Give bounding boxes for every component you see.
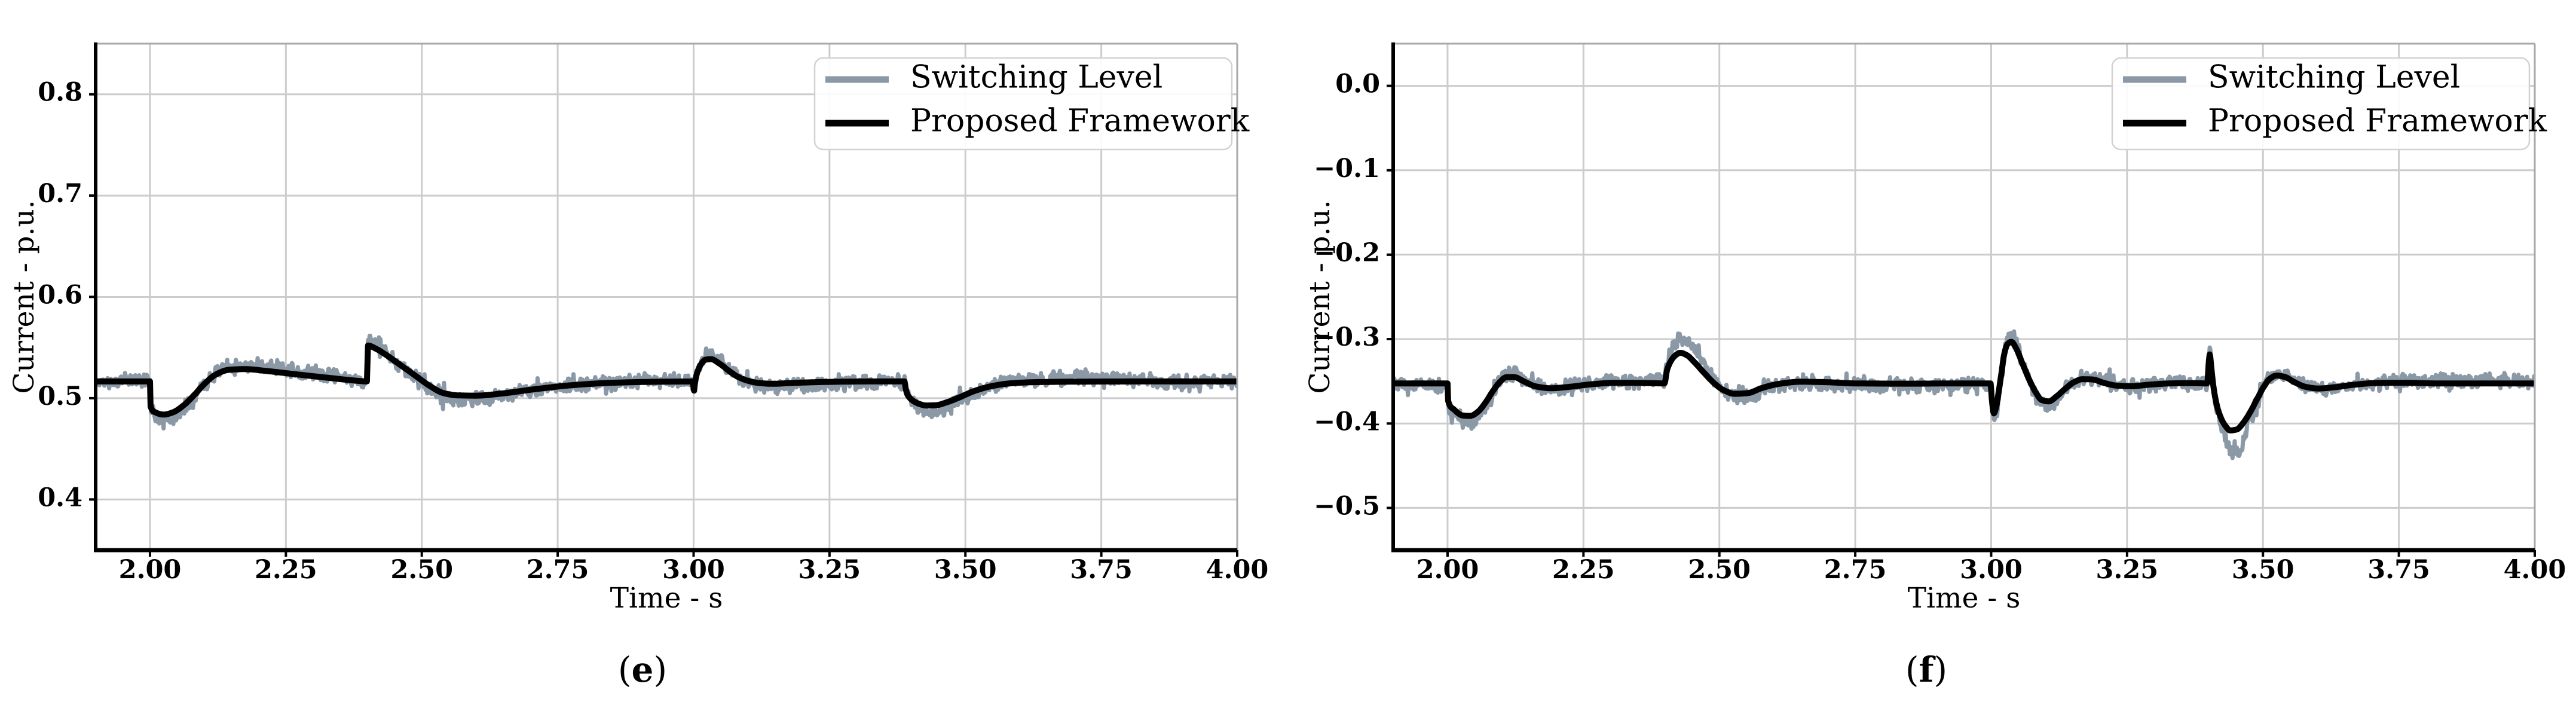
chart-panel-f: 2.00 2.25 2.50 2.75 3.00 3.25 3.50 3.75 4.00 0.0 −… [1304,42,2566,615]
panel-caption-e: (e) [618,649,667,690]
x-tick-label: 3.50 [2232,555,2294,585]
y-tick-label: 0.8 [38,78,82,108]
x-tick-label: 3.00 [662,555,725,585]
y-tick-label: −0.5 [1314,491,1380,521]
chart-panel-e: 2.00 2.25 2.50 2.75 3.00 3.25 3.50 3.75 4.00 0.4 0… [8,42,1268,615]
x-tick-label: 3.75 [2367,555,2430,585]
caption-letter: e [631,649,654,690]
legend-label: Proposed Framework [910,103,1250,139]
legend: Switching Level Proposed Framework [813,57,1250,151]
x-tick-label: 3.25 [798,555,861,585]
legend-box [2111,57,2531,151]
x-tick-label: 2.50 [390,555,453,585]
caption-prefix: ( [617,649,632,690]
x-tick-label: 3.50 [934,555,997,585]
y-tick-label: 0.4 [38,483,82,512]
legend-label: Switching Level [2208,60,2460,96]
series-proposed-framework-line [1393,338,2535,434]
y-tick-label: 0.7 [38,179,82,209]
x-axis-label: Time - s [610,582,723,615]
legend: Switching Level Proposed Framework [2111,57,2547,151]
y-tick-label: −0.3 [1314,322,1380,352]
y-tick-label: −0.2 [1314,238,1380,268]
legend-label: Switching Level [910,60,1162,96]
series-switching-level-line [1393,329,2535,460]
x-tick-label: 2.75 [1824,555,1887,585]
x-tick-label: 2.00 [1417,555,1479,585]
x-tick-label: 2.50 [1688,555,1751,585]
panel-caption-f: (f) [1905,649,1947,690]
y-tick-label: 0.6 [38,280,82,310]
y-tick-label: 0.5 [38,382,82,411]
y-axis-label: Current - p.u. [1304,200,1336,393]
caption-letter: f [1919,649,1934,690]
legend-label: Proposed Framework [2208,103,2547,139]
x-tick-label: 3.75 [1070,555,1133,585]
caption-suffix: ) [1933,649,1948,690]
x-tick-label: 2.75 [527,555,589,585]
x-tick-label: 3.25 [2095,555,2158,585]
x-axis-label: Time - s [1908,582,2021,615]
x-tick-label: 2.00 [119,555,182,585]
y-tick-label: 0.0 [1335,69,1380,99]
x-tick-label: 2.25 [255,555,317,585]
x-tick-label: 2.25 [1552,555,1615,585]
y-axis-label: Current - p.u. [8,200,41,393]
caption-suffix: ) [653,649,668,690]
x-tick-label: 3.00 [1960,555,2023,585]
x-tick-label: 4.00 [2504,555,2566,585]
legend-box [813,57,1233,151]
y-tick-label: −0.4 [1314,407,1380,437]
caption-prefix: ( [1905,649,1919,690]
x-tick-label: 4.00 [1206,555,1269,585]
series-proposed-framework-line [96,342,1237,418]
y-tick-label: −0.1 [1314,154,1380,184]
